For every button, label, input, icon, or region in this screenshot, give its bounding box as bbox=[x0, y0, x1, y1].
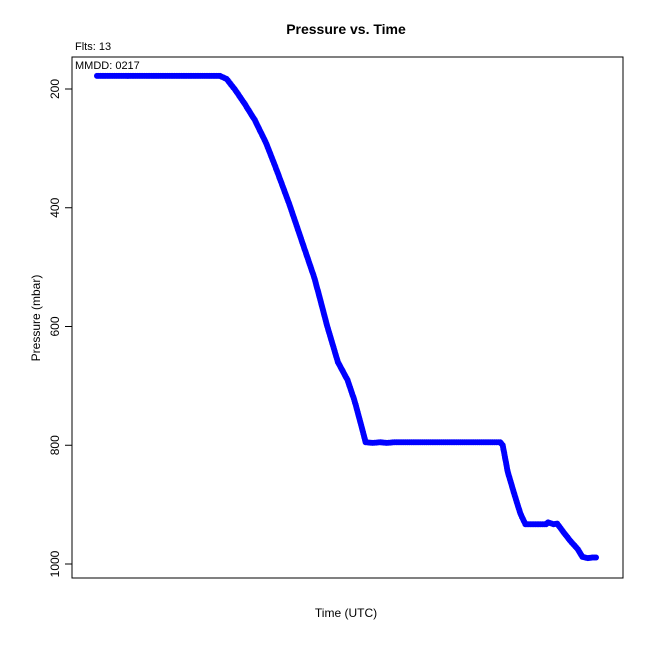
flights-count-label: Flts: 13 bbox=[75, 41, 111, 53]
y-tick-label: 600 bbox=[48, 316, 62, 336]
y-axis-label: Pressure (mbar) bbox=[29, 275, 43, 362]
y-tick-label: 200 bbox=[48, 79, 62, 99]
data-points bbox=[94, 72, 599, 562]
mmdd-label: MMDD: 0217 bbox=[75, 60, 140, 72]
x-axis-label: Time (UTC) bbox=[315, 606, 377, 620]
y-tick-label: 800 bbox=[48, 435, 62, 455]
y-tick-label: 400 bbox=[48, 197, 62, 217]
data-point bbox=[593, 554, 599, 561]
chart-title: Pressure vs. Time bbox=[286, 21, 406, 37]
y-tick-label: 1000 bbox=[48, 550, 62, 577]
y-axis: 200 400 600 800 1000 bbox=[48, 79, 73, 577]
plot-frame bbox=[71, 56, 624, 579]
